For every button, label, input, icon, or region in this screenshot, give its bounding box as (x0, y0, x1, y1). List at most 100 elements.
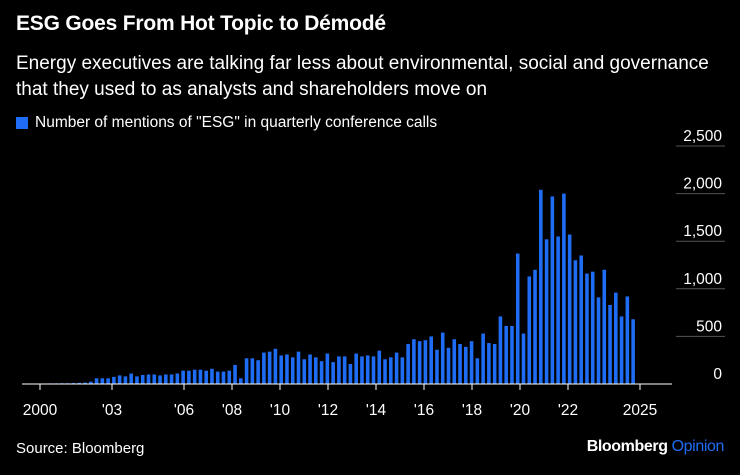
y-tick-label: 1,000 (683, 271, 722, 288)
x-tick-label: '20 (510, 402, 531, 419)
bar (135, 376, 139, 384)
y-tick-label: 2,000 (683, 176, 722, 193)
bar (527, 276, 532, 384)
bar (77, 382, 82, 384)
x-tick-label: '03 (102, 402, 122, 419)
bar (556, 236, 560, 384)
bar (510, 325, 514, 384)
bar (273, 348, 278, 384)
bar (608, 304, 612, 384)
bar (539, 189, 543, 384)
bar (83, 382, 87, 384)
bar (550, 196, 555, 384)
bar (458, 344, 462, 384)
bar (152, 374, 157, 384)
bar (100, 378, 105, 384)
bar (400, 357, 405, 384)
bar (504, 325, 508, 384)
bar (394, 352, 399, 384)
x-tick-label: '08 (222, 402, 242, 419)
bar (383, 359, 387, 384)
bar (533, 269, 537, 384)
y-tick-label: 500 (696, 318, 722, 335)
bar (290, 357, 295, 384)
bar (342, 356, 347, 384)
bar (354, 353, 358, 384)
bar (360, 356, 364, 384)
bar (365, 355, 370, 384)
bar (481, 333, 485, 384)
bar (371, 356, 376, 384)
x-axis: 2000 '03 '06 '08 '10 '12 '14 '16 '18 '20 '22 2025 (22, 383, 672, 419)
bar (614, 292, 618, 384)
bar (308, 354, 312, 384)
x-tick-label: '06 (174, 402, 194, 419)
bar (164, 374, 168, 384)
bar (94, 378, 99, 384)
y-tick-label: 0 (713, 366, 722, 383)
x-tick-label: '22 (558, 402, 578, 419)
bar (146, 374, 151, 384)
bar (596, 297, 601, 384)
y-tick-label: 2,500 (683, 128, 722, 145)
bar (337, 356, 341, 384)
x-tick-label: 2000 (23, 402, 58, 419)
legend-label: Number of mentions of "ESG" in quarterly… (35, 114, 438, 131)
bar (446, 347, 451, 384)
bar (215, 371, 220, 384)
bar (250, 358, 255, 384)
bar-series (37, 189, 635, 384)
bar (521, 333, 526, 384)
x-tick-label: '14 (366, 402, 387, 419)
bar (452, 339, 457, 384)
brand-suffix: Opinion (671, 438, 725, 455)
bar (475, 358, 480, 384)
bar (106, 378, 110, 384)
bar (602, 269, 607, 384)
bar (579, 255, 583, 384)
bar (469, 341, 474, 384)
bar (435, 349, 439, 384)
bar (117, 375, 122, 384)
bar (590, 271, 595, 384)
x-tick-label: '16 (414, 402, 434, 419)
bar (181, 370, 185, 384)
bar (221, 371, 226, 384)
chart-title: ESG Goes From Hot Topic to Démodé (16, 12, 386, 35)
bar (498, 316, 503, 384)
bar (417, 341, 422, 384)
bar (567, 234, 572, 384)
bar (256, 360, 260, 384)
bar (319, 361, 324, 384)
bar (279, 355, 283, 384)
source-note: Source: Bloomberg (16, 440, 145, 457)
bar (515, 253, 520, 384)
bar (89, 381, 93, 384)
bar (210, 368, 214, 384)
bar (285, 354, 289, 384)
x-tick-label: '12 (318, 402, 338, 419)
bar (331, 362, 335, 384)
bar (140, 374, 145, 384)
bar (192, 369, 197, 384)
bar (244, 358, 249, 384)
bar (198, 369, 203, 384)
bar (302, 359, 307, 384)
bar (314, 357, 318, 384)
bar (631, 319, 635, 384)
bar (169, 374, 174, 384)
bar (262, 352, 266, 384)
bar (412, 339, 416, 384)
bar (573, 260, 578, 384)
brand-logo: Bloomberg Opinion (587, 438, 725, 456)
bar (389, 357, 393, 384)
bar (625, 296, 630, 384)
bar (175, 373, 180, 384)
y-tick-label: 1,500 (683, 223, 722, 240)
bar (187, 370, 191, 384)
bar (585, 273, 589, 384)
y-axis-labels: 0 500 1,000 1,500 2,000 2,500 (683, 128, 722, 383)
bar (440, 332, 445, 384)
x-tick-label: '18 (462, 402, 482, 419)
